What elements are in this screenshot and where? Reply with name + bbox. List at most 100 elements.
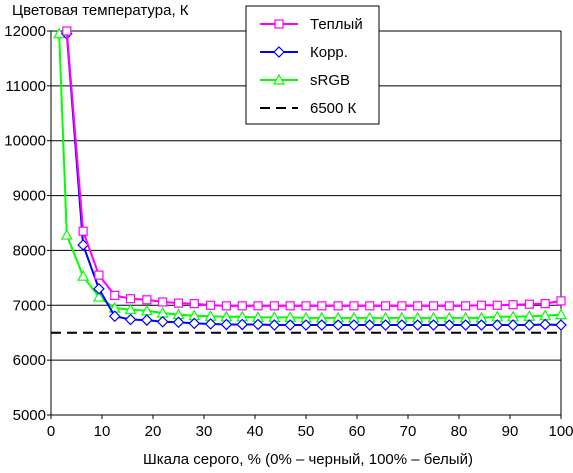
data-point: [428, 301, 439, 311]
data-point: [62, 26, 72, 36]
x-tick-labels: 0 10 20 30 40 50 60 70 80 90 100: [47, 423, 573, 440]
x-tick-label: 20: [145, 423, 162, 440]
data-point: [188, 317, 201, 330]
data-point: [540, 299, 550, 309]
data-point: [492, 300, 502, 310]
x-axis-label: Шкала серого, % (0% – черный, 100% – бел…: [143, 451, 473, 468]
x-tick-label: 50: [298, 423, 315, 440]
legend-entry: Корр.: [260, 44, 348, 61]
data-point: [475, 319, 488, 331]
y-tick-label: 10000: [4, 133, 46, 150]
y-tick-label: 6000: [13, 352, 46, 369]
data-point: [444, 301, 454, 311]
data-point: [300, 319, 312, 331]
y-tick-label: 7000: [13, 297, 46, 314]
series-layer: [51, 26, 568, 334]
x-tick-label: 70: [400, 423, 417, 440]
data-point: [380, 301, 391, 311]
data-point: [60, 228, 73, 240]
data-point: [237, 301, 247, 311]
data-point: [272, 73, 286, 85]
data-point: [236, 318, 249, 331]
data-point: [285, 301, 295, 311]
legend-entry: 6500 К: [260, 100, 357, 117]
data-point: [94, 270, 104, 280]
data-point: [348, 319, 360, 331]
data-point: [508, 300, 518, 310]
legend-label: sRGB: [310, 72, 350, 89]
legend-entry: Теплый: [260, 16, 363, 33]
x-tick-label: 30: [196, 423, 213, 440]
data-point: [459, 319, 472, 331]
series-1: [62, 26, 566, 311]
x-tick-label: 0: [47, 423, 55, 440]
data-point: [189, 299, 199, 309]
data-point: [108, 310, 121, 323]
data-point: [491, 319, 504, 331]
data-point: [556, 296, 566, 306]
data-point: [172, 316, 185, 329]
legend: Теплый Корр. sRGB 6500 К: [245, 5, 380, 125]
data-point: [142, 295, 152, 305]
data-point: [93, 282, 105, 295]
data-point: [379, 319, 392, 331]
data-point: [220, 318, 233, 331]
x-tick-label: 10: [94, 423, 111, 440]
legend-box: [245, 5, 380, 125]
x-tick-label: 40: [247, 423, 264, 440]
data-point: [332, 319, 344, 331]
legend-label: 6500 К: [310, 100, 357, 117]
data-point: [427, 319, 440, 331]
data-point: [443, 319, 456, 331]
x-tick-label: 60: [349, 423, 366, 440]
data-point: [158, 297, 168, 307]
data-point: [124, 313, 137, 326]
data-point: [365, 301, 375, 311]
series-3: [53, 27, 568, 323]
data-point: [333, 301, 343, 311]
x-tick-label: 80: [451, 423, 468, 440]
data-point: [252, 318, 264, 331]
data-point: [204, 318, 217, 330]
y-tick-label: 5000: [13, 407, 46, 424]
data-point: [397, 301, 407, 311]
data-point: [268, 319, 281, 331]
x-tick-label: 100: [548, 423, 573, 440]
data-point: [476, 300, 487, 310]
data-point: [173, 298, 184, 308]
y-tick-label: 8000: [13, 242, 46, 259]
y-tick-label: 11000: [5, 78, 46, 95]
data-point: [507, 319, 519, 331]
data-point: [524, 299, 534, 309]
data-point: [78, 226, 88, 236]
data-point: [413, 301, 423, 311]
data-point: [125, 294, 136, 304]
y-axis-label: Цветовая температура, К: [12, 2, 189, 19]
data-point: [349, 301, 359, 311]
data-point: [554, 308, 568, 320]
data-point: [274, 19, 284, 29]
data-point: [555, 319, 567, 331]
data-point: [363, 319, 376, 331]
data-point: [206, 300, 216, 310]
legend-label: Теплый: [310, 16, 363, 33]
series-2: [60, 27, 567, 331]
data-point: [411, 319, 424, 331]
y-tick-label: 9000: [13, 188, 46, 205]
data-point: [315, 319, 328, 331]
data-point: [124, 303, 137, 315]
data-point: [273, 46, 285, 58]
data-point: [77, 269, 90, 281]
data-point: [523, 319, 536, 331]
x-tick-label: 90: [502, 423, 519, 440]
data-point: [396, 319, 408, 331]
data-point: [461, 301, 471, 311]
data-point: [156, 315, 169, 328]
data-point: [269, 301, 279, 311]
data-point: [539, 318, 552, 331]
legend-entry: sRGB: [260, 72, 350, 89]
data-point: [284, 319, 297, 331]
y-tick-labels: 5000 6000 7000 8000 9000 10000 11000 12000: [4, 23, 46, 424]
data-point: [301, 301, 311, 311]
